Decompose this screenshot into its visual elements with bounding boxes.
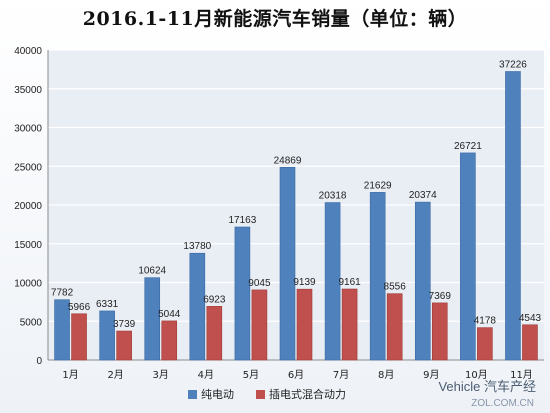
watermark-site: ZOL.COM.CN: [471, 398, 534, 409]
bar-plug-in-hybrid: [251, 289, 268, 361]
bar-pure-electric: [369, 192, 386, 361]
data-label: 17163: [229, 215, 257, 226]
bar-pure-electric: [279, 166, 296, 361]
x-tick-label: 7月: [333, 369, 349, 381]
y-tick-label: 35000: [14, 85, 42, 96]
data-label: 3739: [113, 319, 136, 330]
data-label: 21629: [364, 180, 392, 191]
x-tick-label: 4月: [198, 369, 214, 381]
data-label: 20318: [319, 191, 347, 202]
data-label: 6923: [203, 294, 226, 305]
bar-pure-electric: [189, 252, 206, 361]
data-label: 37226: [499, 59, 527, 70]
legend-label: 纯电动: [201, 388, 234, 401]
x-tick-label: 2月: [107, 369, 123, 381]
x-tick-label: 10月: [465, 369, 488, 381]
y-tick-label: 25000: [14, 162, 42, 173]
data-label: 9045: [248, 278, 271, 289]
data-label: 10624: [138, 266, 166, 277]
bar-plug-in-hybrid: [296, 288, 313, 361]
bar-plug-in-hybrid: [116, 330, 132, 361]
data-label: 24869: [274, 155, 302, 166]
bar-plug-in-hybrid: [522, 324, 538, 361]
data-label: 5966: [68, 302, 91, 313]
data-label: 26721: [454, 141, 482, 152]
bar-pure-electric: [54, 299, 70, 361]
x-tick-label: 6月: [288, 369, 304, 381]
y-tick-label: 0: [36, 356, 42, 367]
bar-plug-in-hybrid: [477, 327, 493, 361]
x-tick-label: 9月: [423, 369, 439, 381]
legend-swatch: [188, 390, 197, 399]
bar-pure-electric: [324, 202, 341, 361]
y-tick-label: 20000: [14, 201, 42, 212]
data-label: 20374: [409, 190, 437, 201]
y-tick-label: 5000: [20, 317, 43, 328]
y-tick-label: 30000: [14, 124, 42, 135]
x-tick-label: 8月: [378, 369, 394, 381]
y-tick-label: 15000: [14, 240, 42, 251]
bar-plug-in-hybrid: [431, 302, 448, 361]
data-label: 5044: [158, 309, 181, 320]
bar-pure-electric: [234, 226, 251, 361]
bar-plug-in-hybrid: [206, 306, 223, 361]
y-tick-label: 40000: [14, 46, 42, 57]
data-label: 4178: [474, 316, 497, 327]
bar-pure-electric: [460, 152, 476, 361]
x-tick-label: 1月: [62, 369, 78, 381]
bar-plug-in-hybrid: [71, 313, 87, 361]
data-label: 7782: [51, 288, 74, 299]
y-tick-label: 10000: [14, 279, 42, 290]
legend-swatch: [256, 390, 265, 399]
bar-plug-in-hybrid: [386, 293, 403, 361]
bar-plug-in-hybrid: [341, 288, 358, 361]
x-tick-label: 5月: [243, 369, 259, 381]
bar-pure-electric: [99, 310, 115, 361]
chart-title: 2016.1-11月新能源汽车销量（单位：辆）: [82, 8, 468, 30]
legend-label: 插电式混合动力: [269, 387, 346, 401]
data-label: 9139: [293, 277, 316, 288]
data-label: 13780: [183, 241, 211, 252]
data-label: 9161: [338, 277, 361, 288]
data-label: 6331: [96, 299, 119, 310]
bar-pure-electric: [144, 277, 161, 361]
data-label: 7369: [429, 291, 452, 302]
bar-pure-electric: [414, 201, 431, 361]
data-label: 4543: [519, 313, 542, 324]
x-tick-label: 11月: [510, 369, 533, 381]
watermark-text: Vehicle 汽车产经: [438, 379, 536, 394]
data-label: 8556: [384, 282, 407, 293]
bar-plug-in-hybrid: [161, 320, 178, 361]
x-tick-label: 3月: [153, 369, 169, 381]
bar-pure-electric: [505, 71, 521, 361]
